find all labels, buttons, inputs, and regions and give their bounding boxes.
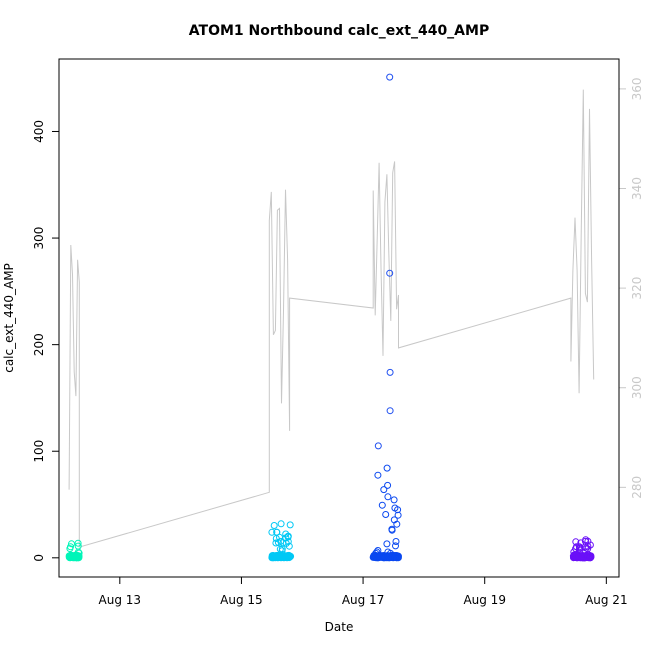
data-point: [272, 539, 280, 547]
data-point: [390, 496, 398, 504]
y-tick-label: 400: [32, 120, 46, 143]
data-point: [570, 552, 578, 560]
point-cluster-1: [65, 539, 83, 562]
data-point: [384, 493, 392, 501]
data-point: [372, 552, 380, 559]
data-point: [383, 464, 391, 472]
data-point: [579, 552, 587, 560]
data-point: [384, 481, 392, 489]
data-point: [394, 506, 402, 514]
data-point: [584, 553, 592, 561]
data-point: [286, 521, 294, 529]
data-point: [278, 545, 286, 553]
data-point: [375, 553, 383, 561]
y-tick-label: 0: [32, 554, 46, 562]
y2-tick-label: 340: [630, 177, 644, 200]
y2-tick-label: 300: [630, 376, 644, 399]
plot-frame: [58, 58, 620, 578]
chart-title: ATOM1 Northbound calc_ext_440_AMP: [189, 23, 489, 39]
point-cluster-2: [268, 520, 295, 562]
data-point: [378, 501, 386, 509]
y2-tick-label: 320: [630, 277, 644, 300]
x-axis-label: Date: [325, 620, 354, 634]
data-point: [393, 520, 401, 528]
y2-axis: 280 300 320 340 360: [619, 77, 644, 499]
data-point: [392, 538, 400, 545]
data-point: [577, 539, 585, 547]
x-tick-label: Aug 13: [99, 593, 142, 607]
data-point: [277, 520, 285, 528]
data-point: [275, 553, 283, 561]
data-point: [586, 541, 594, 549]
data-point: [374, 442, 382, 450]
data-point: [72, 552, 80, 560]
y2-tick-label: 360: [630, 77, 644, 100]
data-point: [380, 486, 388, 494]
y2-tick-label: 280: [630, 476, 644, 499]
data-point: [386, 269, 394, 277]
data-point: [388, 526, 396, 534]
y-tick-label: 100: [32, 440, 46, 463]
data-point: [386, 407, 394, 415]
data-point: [392, 542, 399, 550]
data-point: [68, 540, 75, 548]
x-tick-label: Aug 15: [220, 593, 263, 607]
data-point: [374, 471, 382, 479]
data-point: [274, 552, 282, 560]
point-cluster-3: [369, 464, 402, 562]
data-point: [268, 528, 276, 536]
x-axis: Aug 13 Aug 15 Aug 17 Aug 19 Aug 21: [99, 577, 628, 607]
point-cluster-4: [569, 536, 595, 562]
data-point: [384, 554, 392, 562]
y-axis: 0 100 200 300 400: [32, 120, 59, 562]
x-tick-label: Aug 19: [463, 593, 506, 607]
data-point: [393, 554, 401, 561]
series-line: [68, 89, 595, 548]
data-point: [575, 543, 583, 551]
y-tick-label: 300: [32, 227, 46, 250]
x-tick-label: Aug 17: [342, 593, 385, 607]
data-point: [284, 538, 292, 545]
x-tick-label: Aug 21: [585, 593, 628, 607]
data-point: [66, 545, 74, 553]
data-point: [386, 368, 394, 376]
data-point: [572, 538, 580, 546]
data-point: [282, 539, 290, 547]
series-layer: [65, 73, 595, 562]
data-point: [587, 553, 595, 561]
data-point: [576, 546, 584, 554]
data-point: [386, 73, 394, 81]
data-point: [382, 511, 390, 518]
data-point: [74, 539, 82, 547]
data-point: [383, 540, 391, 548]
y-axis-label: calc_ext_440_AMP: [2, 263, 16, 373]
data-point: [284, 532, 292, 540]
data-point: [273, 528, 281, 536]
data-point: [285, 552, 292, 560]
data-point: [270, 522, 278, 529]
data-point: [582, 536, 590, 544]
y-tick-label: 200: [32, 333, 46, 356]
